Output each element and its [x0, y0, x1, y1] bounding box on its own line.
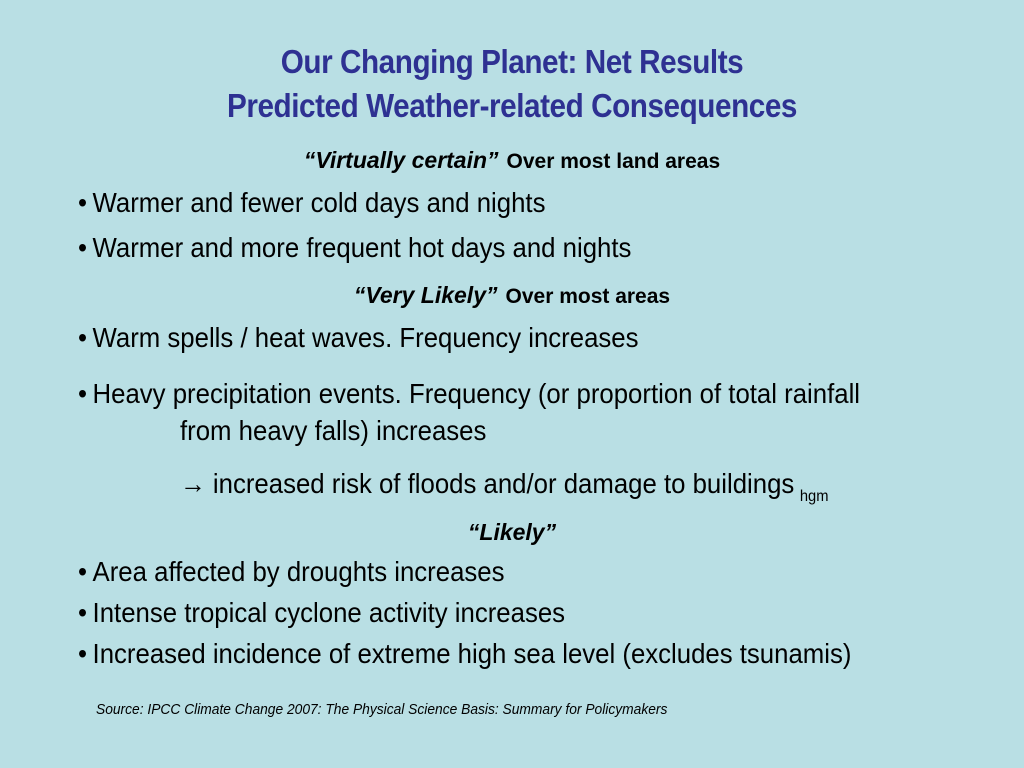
- bullet-item: • Increased incidence of extreme high sea…: [78, 637, 851, 671]
- bullet-text: Warmer and more frequent hot days and ni…: [92, 232, 632, 263]
- scope-text: Over most land areas: [506, 150, 721, 173]
- bullet-continuation: from heavy falls) increases: [180, 415, 487, 446]
- slide-subtitle: Predicted Weather-related Consequences: [227, 87, 797, 124]
- likelihood-qualifier: “Very Likely”: [353, 282, 498, 308]
- scope-text: Over most areas: [505, 285, 671, 308]
- source-citation: Source: IPCC Climate Change 2007: The Ph…: [96, 701, 668, 718]
- bullet-item: • Warmer and more frequent hot days and n…: [78, 231, 631, 265]
- bullet-text: Intense tropical cyclone activity increa…: [92, 597, 566, 628]
- consequence-text: → increased risk of floods and/or damage…: [180, 468, 795, 499]
- bullet-text: Increased incidence of extreme high sea …: [92, 638, 852, 669]
- bullet-item: • Heavy precipitation events. Frequency (…: [78, 377, 860, 411]
- bullet-glyph: •: [78, 638, 88, 669]
- bullet-text: Warmer and fewer cold days and nights: [92, 187, 546, 218]
- consequence-line: → increased risk of floods and/or damage…: [180, 467, 828, 506]
- bullet-glyph: •: [78, 597, 88, 628]
- author-initials: hgm: [799, 488, 829, 505]
- likelihood-qualifier: “Likely”: [467, 519, 557, 545]
- bullet-item: • Warmer and fewer cold days and nights: [78, 186, 545, 220]
- slide-title: Our Changing Planet: Net Results: [280, 43, 744, 80]
- bullet-glyph: •: [78, 322, 88, 353]
- bullet-text: Heavy precipitation events. Frequency (o…: [92, 378, 861, 409]
- bullet-text: Area affected by droughts increases: [92, 556, 505, 587]
- bullet-item: • Area affected by droughts increases: [78, 555, 504, 589]
- bullet-glyph: •: [78, 187, 88, 218]
- bullet-text: Warm spells / heat waves. Frequency incr…: [92, 322, 639, 353]
- section-heading-virtually-certain: “Virtually certain” Over most land areas: [0, 146, 1024, 176]
- bullet-glyph: •: [78, 232, 88, 263]
- bullet-glyph: •: [78, 556, 88, 587]
- likelihood-qualifier: “Virtually certain”: [303, 147, 499, 173]
- bullet-item: • Warm spells / heat waves. Frequency inc…: [78, 321, 638, 355]
- section-heading-very-likely: “Very Likely” Over most areas: [0, 281, 1024, 311]
- bullet-glyph: •: [78, 378, 88, 409]
- section-heading-likely: “Likely”: [0, 518, 1024, 546]
- bullet-item: • Intense tropical cyclone activity incre…: [78, 596, 565, 630]
